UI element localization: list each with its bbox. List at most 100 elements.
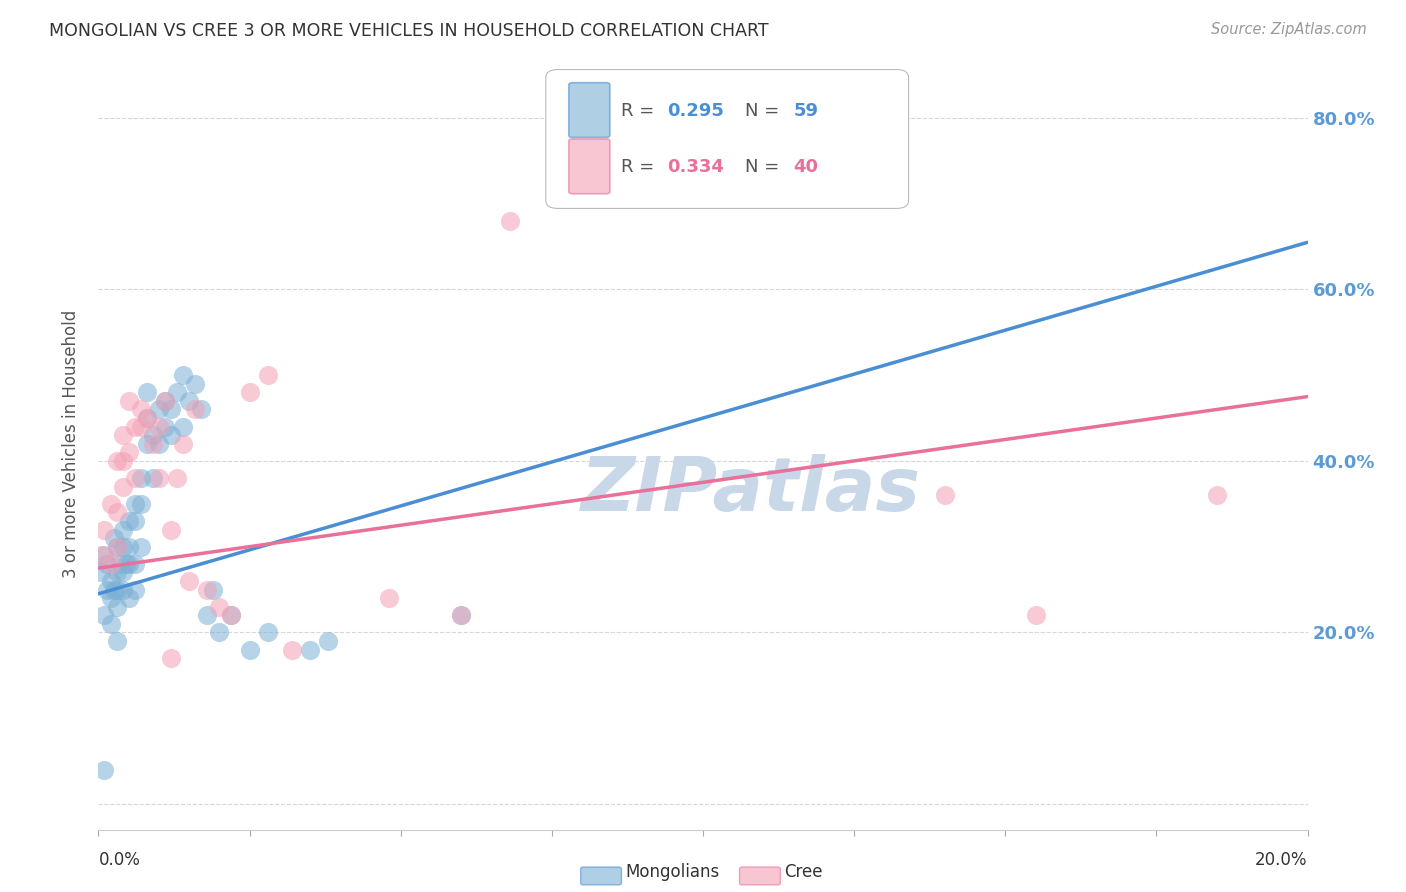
Point: [153, 393, 176, 408]
Point: [111, 523, 134, 537]
Point: [118, 393, 141, 408]
Text: Cree: Cree: [785, 863, 823, 881]
Point: [195, 582, 218, 597]
Point: [100, 574, 122, 588]
Point: [142, 428, 165, 442]
Text: 59: 59: [793, 102, 818, 120]
Point: [111, 454, 134, 468]
Point: [129, 402, 152, 417]
Point: [135, 411, 157, 425]
Point: [124, 514, 146, 528]
Point: [135, 411, 157, 425]
Text: Mongolians: Mongolians: [626, 863, 720, 881]
Point: [124, 419, 146, 434]
Point: [124, 471, 146, 485]
Point: [160, 651, 183, 665]
Text: R =: R =: [621, 158, 659, 177]
Point: [103, 531, 125, 545]
Point: [160, 523, 183, 537]
Text: 0.0%: 0.0%: [98, 851, 141, 869]
Point: [184, 402, 207, 417]
Point: [450, 608, 472, 623]
Point: [93, 548, 115, 562]
Point: [661, 179, 683, 194]
Point: [172, 436, 194, 450]
Point: [153, 393, 176, 408]
Point: [135, 385, 157, 400]
Point: [118, 557, 141, 571]
Point: [111, 428, 134, 442]
Text: N =: N =: [745, 158, 786, 177]
Text: R =: R =: [621, 102, 659, 120]
Point: [190, 402, 212, 417]
Point: [202, 582, 225, 597]
Point: [1024, 608, 1046, 623]
Point: [135, 436, 157, 450]
Point: [142, 471, 165, 485]
Y-axis label: 3 or more Vehicles in Household: 3 or more Vehicles in Household: [62, 310, 80, 578]
Point: [105, 454, 128, 468]
Point: [96, 557, 118, 571]
Text: MONGOLIAN VS CREE 3 OR MORE VEHICLES IN HOUSEHOLD CORRELATION CHART: MONGOLIAN VS CREE 3 OR MORE VEHICLES IN …: [49, 22, 769, 40]
Point: [105, 566, 128, 580]
Point: [153, 419, 176, 434]
Point: [256, 625, 278, 640]
Point: [142, 436, 165, 450]
Text: ZIPatlas: ZIPatlas: [581, 453, 921, 526]
Point: [239, 642, 262, 657]
Point: [108, 557, 131, 571]
Point: [129, 471, 152, 485]
Point: [377, 591, 399, 605]
Point: [172, 419, 194, 434]
Point: [105, 505, 128, 519]
Point: [129, 497, 152, 511]
Point: [148, 436, 170, 450]
Text: Source: ZipAtlas.com: Source: ZipAtlas.com: [1211, 22, 1367, 37]
Text: 20.0%: 20.0%: [1256, 851, 1308, 869]
Point: [93, 608, 115, 623]
Text: 40: 40: [793, 158, 818, 177]
Point: [1206, 488, 1229, 502]
Point: [96, 582, 118, 597]
Point: [160, 428, 183, 442]
Point: [184, 376, 207, 391]
Point: [100, 557, 122, 571]
Point: [160, 402, 183, 417]
Point: [195, 608, 218, 623]
Point: [103, 582, 125, 597]
Point: [90, 548, 112, 562]
Point: [105, 540, 128, 554]
Point: [100, 616, 122, 631]
Point: [148, 402, 170, 417]
Point: [239, 385, 262, 400]
Point: [124, 582, 146, 597]
Point: [105, 540, 128, 554]
Point: [208, 625, 231, 640]
Point: [114, 557, 136, 571]
Text: 0.295: 0.295: [666, 102, 724, 120]
Point: [111, 582, 134, 597]
Point: [166, 385, 188, 400]
FancyBboxPatch shape: [546, 70, 908, 209]
Point: [281, 642, 304, 657]
Text: 0.334: 0.334: [666, 158, 724, 177]
Point: [124, 557, 146, 571]
Point: [100, 591, 122, 605]
Point: [93, 763, 115, 777]
Point: [934, 488, 956, 502]
Point: [111, 566, 134, 580]
Point: [118, 540, 141, 554]
Point: [172, 368, 194, 383]
Point: [316, 634, 339, 648]
Point: [100, 497, 122, 511]
Point: [111, 540, 134, 554]
Point: [105, 599, 128, 614]
Point: [450, 608, 472, 623]
Point: [498, 214, 520, 228]
Point: [105, 582, 128, 597]
Point: [148, 471, 170, 485]
Point: [208, 599, 231, 614]
Point: [179, 574, 201, 588]
Text: N =: N =: [745, 102, 786, 120]
Point: [179, 393, 201, 408]
